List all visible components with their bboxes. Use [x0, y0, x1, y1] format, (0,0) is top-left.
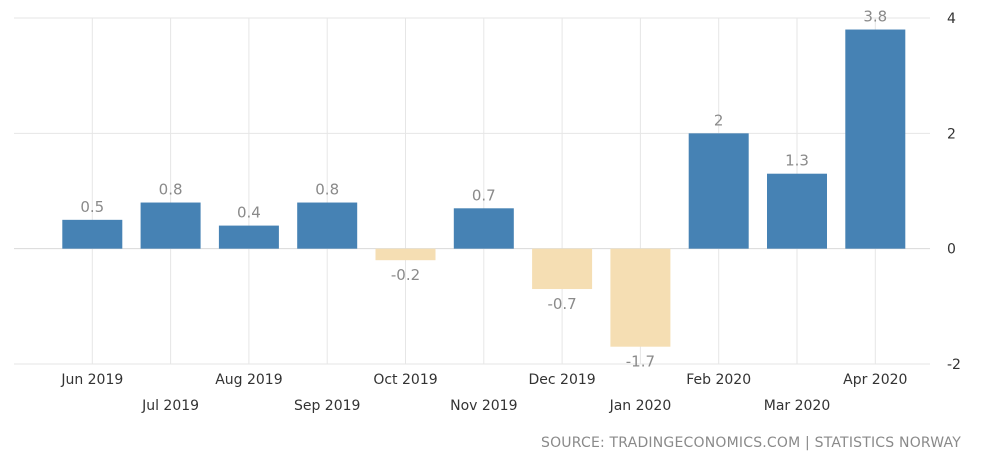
x-tick-label: Dec 2019 — [529, 372, 596, 388]
y-tick-label: 4 — [947, 11, 956, 27]
data-labels: 0.5 0.8 0.4 0.8 -0.2 0.7 -0.7 -1.7 2 1.3 3.8 — [80, 8, 887, 371]
x-tick-label: Jul 2019 — [141, 398, 199, 414]
x-tick-label: Feb 2020 — [686, 372, 751, 388]
bar — [218, 225, 279, 249]
x-tick-label: Jan 2020 — [609, 398, 672, 414]
bar — [140, 202, 201, 249]
bar — [453, 208, 514, 249]
x-tick-label: Oct 2019 — [373, 372, 437, 388]
data-label: 0.8 — [159, 181, 183, 199]
bar — [767, 173, 827, 249]
x-tick-label: Sep 2019 — [294, 398, 360, 414]
bar — [845, 29, 906, 249]
data-label: 2 — [714, 111, 724, 129]
bar — [62, 219, 123, 249]
bar — [297, 202, 358, 249]
x-axis-tick-labels: Jun 2019 Jul 2019 Aug 2019 Sep 2019 Oct 2019… — [60, 372, 907, 414]
data-label: -0.2 — [391, 266, 420, 284]
y-tick-label: 0 — [947, 242, 956, 258]
data-label: 0.4 — [237, 204, 261, 222]
y-axis-tick-labels: 4 2 0 -2 — [947, 11, 961, 373]
y-tick-label: -2 — [947, 357, 961, 373]
x-tick-label: Nov 2019 — [450, 398, 517, 414]
y-tick-label: 2 — [947, 126, 956, 142]
data-label: 3.8 — [863, 8, 887, 26]
bar — [532, 248, 593, 290]
bar — [375, 248, 436, 261]
bar — [610, 248, 671, 347]
data-label: 0.5 — [80, 198, 104, 216]
x-tick-label: Aug 2019 — [215, 372, 282, 388]
data-label: 1.3 — [785, 152, 809, 170]
x-tick-label: Apr 2020 — [843, 372, 907, 388]
x-tick-label: Jun 2019 — [60, 372, 123, 388]
data-label: 0.7 — [472, 186, 496, 204]
data-label: -0.7 — [547, 295, 576, 313]
bars — [62, 29, 906, 347]
bar — [688, 133, 749, 249]
data-label: 0.8 — [315, 181, 339, 199]
source-attribution: SOURCE: TRADINGECONOMICS.COM | STATISTIC… — [540, 435, 961, 451]
data-label: -1.7 — [626, 353, 655, 371]
x-tick-label: Mar 2020 — [764, 398, 831, 414]
